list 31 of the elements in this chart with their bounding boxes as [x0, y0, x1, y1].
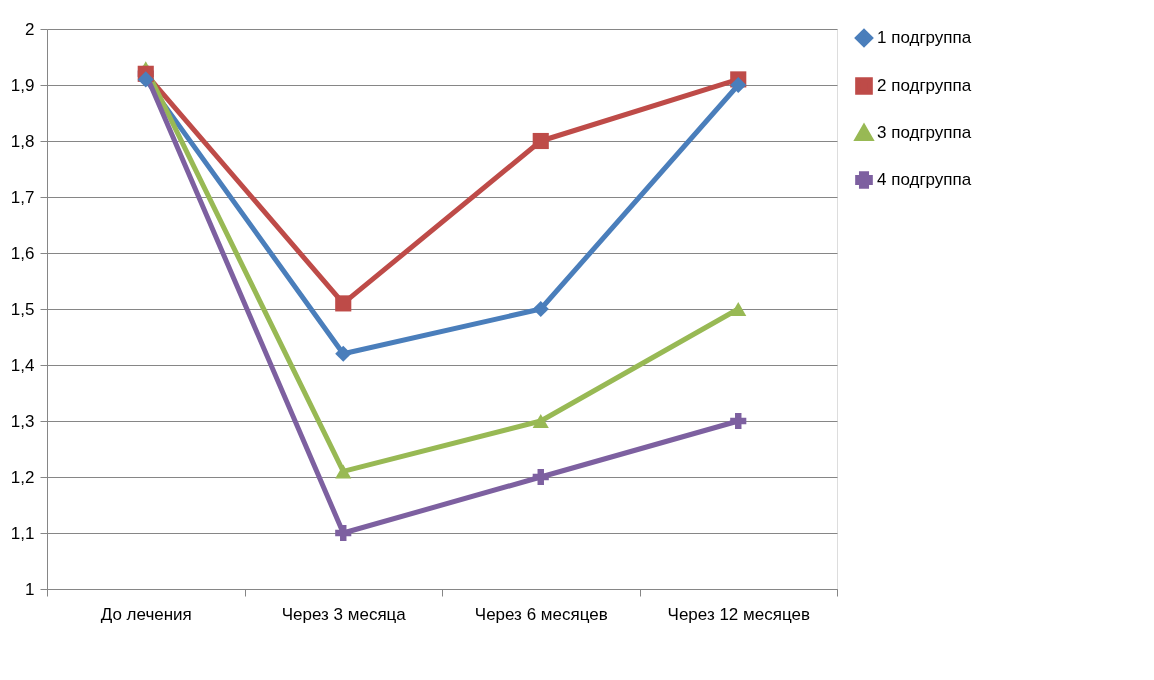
- y-tick-label: 1,2: [10, 467, 35, 487]
- legend-label: 4 подгруппа: [877, 170, 972, 189]
- y-tick-label: 1,9: [10, 75, 35, 95]
- y-tick-label: 1,3: [10, 411, 35, 431]
- y-tick-label: 1,1: [10, 523, 35, 543]
- point: [335, 295, 352, 312]
- legend-label: 2 подгруппа: [877, 76, 972, 95]
- x-tick-label: Через 3 месяца: [281, 604, 407, 624]
- x-tick-label: До лечения: [100, 604, 192, 624]
- point: [532, 132, 549, 150]
- legend-label: 1 подгруппа: [877, 28, 972, 47]
- y-tick-label: 1: [25, 579, 35, 599]
- point: [730, 302, 747, 316]
- point: [335, 345, 352, 362]
- point: [730, 412, 747, 430]
- x-tick-label: Через 6 месяцев: [474, 604, 608, 624]
- y-tick-label: 1,6: [10, 243, 35, 263]
- point: [335, 464, 352, 479]
- x-tick-label: Через 12 месяцев: [667, 604, 810, 624]
- point: [137, 71, 154, 88]
- y-tick-label: 1,7: [10, 187, 35, 207]
- y-tick-label: 1,8: [10, 131, 35, 151]
- y-tick-label: 1,4: [10, 355, 35, 375]
- y-tick-label: 2: [25, 19, 35, 39]
- point: [335, 524, 352, 542]
- point: [532, 414, 549, 428]
- y-tick-label: 1,5: [10, 299, 35, 319]
- point: [730, 76, 747, 94]
- point: [532, 468, 549, 486]
- legend-label: 3 подгруппа: [877, 123, 972, 142]
- point: [532, 300, 549, 318]
